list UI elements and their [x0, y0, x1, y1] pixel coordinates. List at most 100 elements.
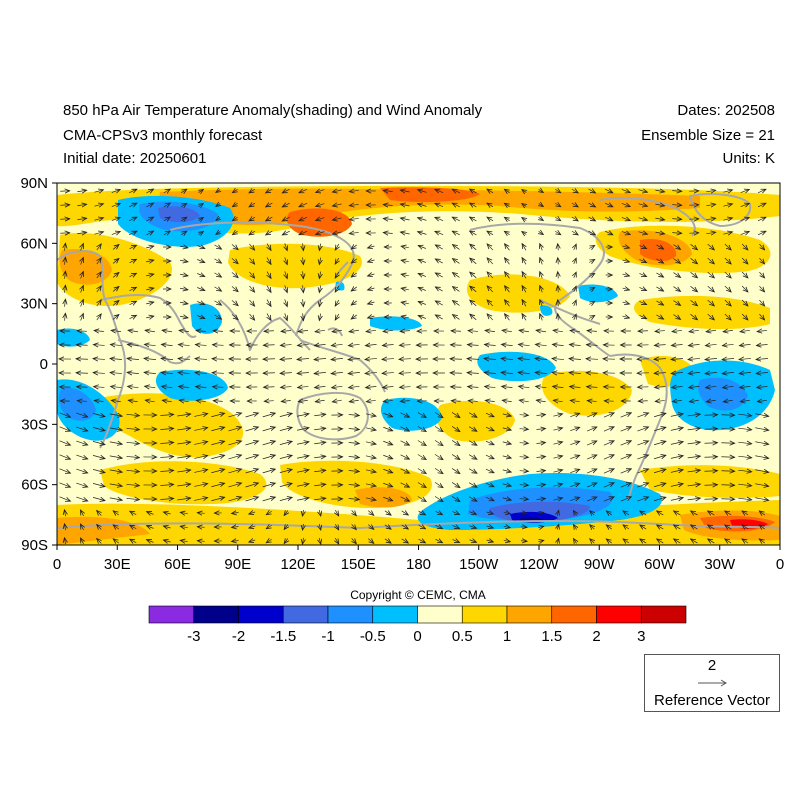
wind-vector — [505, 272, 510, 279]
wind-vector — [366, 400, 376, 401]
wind-vector — [179, 400, 189, 401]
wind-vector — [621, 189, 630, 192]
wind-vector — [467, 373, 479, 374]
wind-vector — [383, 387, 394, 388]
wind-vector — [502, 428, 511, 430]
wind-vector — [687, 414, 701, 416]
wind-vector — [384, 525, 391, 529]
wind-vector — [755, 456, 768, 459]
wind-vector — [401, 539, 409, 543]
wind-vector — [569, 345, 581, 346]
wind-vector — [553, 386, 564, 387]
wind-vector — [160, 428, 173, 429]
wind-vector — [352, 510, 357, 515]
wind-vector — [128, 386, 139, 387]
wind-vector — [232, 512, 239, 513]
wind-vector — [267, 285, 271, 293]
wind-vector — [335, 271, 339, 278]
wind-vector — [179, 302, 188, 304]
wind-vector — [349, 204, 359, 205]
wind-vector — [249, 243, 254, 250]
wind-vector — [555, 189, 560, 192]
wind-vector — [553, 330, 563, 331]
wind-vector — [111, 231, 120, 234]
wind-vector — [264, 331, 274, 332]
wind-vector — [303, 299, 304, 306]
wind-vector — [302, 509, 303, 516]
wind-vector — [639, 287, 646, 290]
wind-vector — [160, 456, 173, 457]
wind-vector — [383, 413, 392, 416]
wind-vector — [656, 245, 663, 249]
wind-vector — [740, 400, 750, 401]
wind-vector — [522, 258, 526, 265]
wind-vector — [487, 300, 494, 307]
wind-vector — [194, 442, 207, 445]
wind-vector — [368, 260, 375, 262]
wind-vector — [349, 232, 359, 233]
wind-vector — [129, 287, 137, 290]
wind-vector — [279, 497, 292, 500]
wind-vector — [536, 330, 546, 331]
wind-vector — [704, 499, 717, 500]
wind-vector — [620, 469, 632, 474]
wind-vector — [587, 455, 597, 460]
wind-vector — [587, 497, 597, 502]
wind-vector — [299, 217, 308, 220]
wind-vector — [522, 272, 526, 279]
wind-vector — [97, 538, 102, 543]
wind-vector — [708, 539, 715, 543]
wind-vector — [759, 525, 765, 529]
wind-vector — [316, 232, 325, 235]
wind-vector — [129, 245, 137, 248]
wind-vector — [127, 372, 139, 373]
wind-vector — [688, 358, 700, 359]
wind-vector — [264, 401, 274, 402]
wind-vector — [689, 386, 700, 387]
wind-vector — [64, 510, 65, 517]
wind-vector — [673, 272, 680, 278]
wind-vector — [657, 525, 664, 529]
lon-tick-label: 150E — [341, 556, 376, 573]
wind-vector — [249, 257, 254, 264]
colorbar-swatch — [193, 605, 239, 624]
wind-vector — [112, 287, 119, 292]
wind-vector — [570, 386, 581, 387]
wind-vector — [211, 427, 224, 432]
wind-vector — [179, 316, 188, 318]
wind-vector — [622, 246, 630, 248]
wind-vector — [604, 217, 613, 221]
wind-vector — [368, 246, 375, 248]
wind-vector — [214, 259, 221, 263]
wind-vector — [297, 372, 309, 373]
wind-vector — [365, 442, 376, 444]
wind-vector — [299, 203, 308, 206]
wind-vector — [383, 205, 393, 206]
wind-vector — [80, 524, 83, 531]
wind-vector — [296, 414, 309, 416]
wind-vector — [453, 273, 460, 278]
wind-vector — [741, 313, 748, 320]
wind-vector — [654, 441, 666, 446]
wind-vector — [741, 243, 748, 250]
wind-vector — [724, 271, 731, 278]
colorbar-label: 2 — [592, 628, 600, 645]
wind-vector — [740, 217, 749, 220]
wind-vector — [279, 441, 292, 444]
wind-vector — [199, 189, 204, 192]
wind-vector — [540, 244, 543, 251]
wind-vector — [738, 442, 751, 444]
wind-vector — [368, 316, 375, 318]
wind-vector — [194, 414, 207, 417]
wind-vector — [128, 330, 138, 331]
wind-vector — [232, 203, 237, 206]
wind-vector — [704, 471, 717, 472]
wind-vector — [724, 243, 731, 250]
wind-vector — [382, 345, 394, 346]
wind-vector — [228, 483, 241, 488]
wind-vector — [303, 271, 304, 278]
wind-vector — [228, 441, 241, 446]
wind-vector — [365, 358, 377, 359]
wind-vector — [365, 414, 376, 416]
wind-vector — [553, 456, 562, 458]
